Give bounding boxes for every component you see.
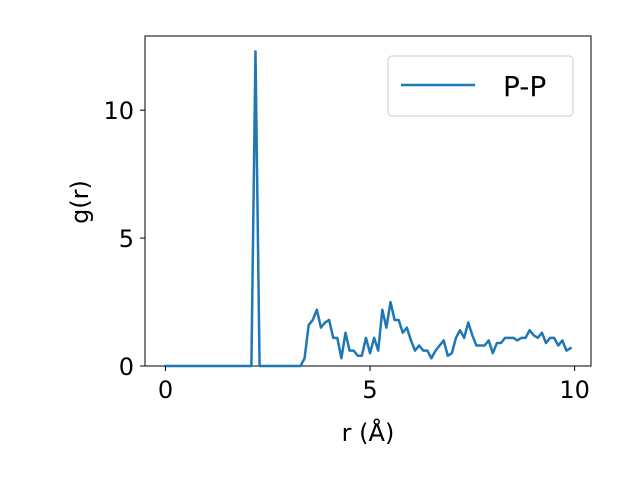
legend-label-0: P-P bbox=[503, 70, 546, 103]
x-tick-label: 10 bbox=[559, 376, 590, 404]
y-tick-label: 10 bbox=[103, 97, 134, 125]
series-line-0 bbox=[164, 50, 573, 368]
x-axis-label: r (Å) bbox=[342, 418, 395, 447]
y-tick-label: 0 bbox=[119, 353, 134, 381]
series-layer bbox=[164, 50, 573, 368]
y-tick-label: 5 bbox=[119, 225, 134, 253]
x-axis: 0 5 10 bbox=[158, 366, 590, 404]
legend: P-P bbox=[387, 55, 574, 117]
x-tick-label: 0 bbox=[158, 376, 173, 404]
y-axis-label: g(r) bbox=[66, 180, 94, 224]
legend-box bbox=[387, 55, 574, 117]
plot-frame bbox=[144, 35, 592, 367]
x-tick-label: 5 bbox=[362, 376, 377, 404]
y-axis: 0 5 10 bbox=[103, 97, 145, 381]
